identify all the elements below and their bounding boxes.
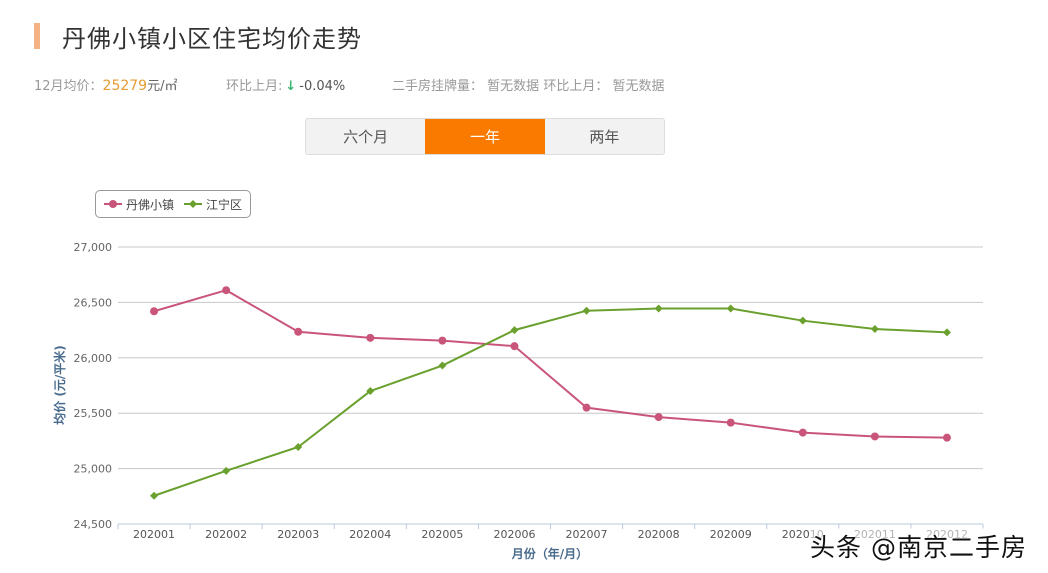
- y-tick-label: 24,500: [74, 518, 113, 531]
- diamond-marker-icon: [184, 200, 203, 208]
- data-point[interactable]: [798, 316, 807, 325]
- data-point[interactable]: [942, 328, 951, 337]
- listing-value: 暂无数据: [487, 79, 540, 94]
- data-point[interactable]: [582, 403, 591, 412]
- y-axis-title: 均价 (元/平米): [52, 345, 67, 425]
- data-point[interactable]: [222, 286, 231, 295]
- y-tick-label: 26,000: [74, 352, 113, 365]
- data-point[interactable]: [726, 418, 735, 427]
- x-tick-label: 202004: [349, 528, 391, 541]
- x-tick-label: 202001: [133, 528, 175, 541]
- mom-label: 环比上月:: [226, 79, 283, 94]
- listing-mom-value: 暂无数据: [612, 79, 665, 94]
- avg-price-label: 12月均价：: [34, 79, 103, 94]
- legend-item-danfo[interactable]: 丹佛小镇: [104, 196, 174, 213]
- y-tick-label: 25,000: [74, 463, 113, 476]
- data-point[interactable]: [726, 304, 735, 313]
- series-line: [153, 307, 948, 497]
- y-tick-label: 25,500: [74, 407, 113, 420]
- x-tick-label: 202008: [638, 528, 680, 541]
- listing-mom-label: 环比上月：: [543, 79, 609, 94]
- avg-price-unit: 元/㎡: [147, 79, 178, 94]
- tab-one-year[interactable]: 一年: [425, 119, 545, 154]
- listing-label: 二手房挂牌量：: [392, 79, 484, 94]
- avg-price-value: 25279: [102, 78, 148, 94]
- y-tick-label: 26,500: [74, 296, 113, 309]
- data-point[interactable]: [222, 466, 231, 475]
- mom-change: 环比上月: ↓ -0.04%: [226, 75, 345, 94]
- series-line: [153, 289, 947, 439]
- data-point[interactable]: [510, 342, 519, 351]
- watermark: 头条 @南京二手房: [810, 528, 1027, 564]
- mom-value: -0.04%: [299, 79, 346, 94]
- data-point[interactable]: [294, 327, 303, 336]
- data-point[interactable]: [798, 428, 807, 437]
- x-tick-label: 202009: [710, 528, 752, 541]
- period-tabs: 六个月 一年 两年: [305, 118, 665, 155]
- data-point[interactable]: [366, 333, 375, 342]
- x-tick-label: 202007: [566, 528, 608, 541]
- data-point[interactable]: [150, 307, 159, 316]
- listing-stats: 二手房挂牌量： 暂无数据 环比上月： 暂无数据: [392, 75, 664, 94]
- legend-item-jiangning[interactable]: 江宁区: [184, 196, 242, 213]
- tab-two-years[interactable]: 两年: [589, 128, 620, 146]
- data-point[interactable]: [366, 387, 375, 396]
- x-tick-label: 202006: [493, 528, 535, 541]
- data-point[interactable]: [654, 413, 663, 422]
- data-point[interactable]: [150, 491, 159, 500]
- x-tick-label: 202005: [421, 528, 463, 541]
- legend-label: 丹佛小镇: [126, 197, 175, 212]
- data-point[interactable]: [654, 304, 663, 313]
- tab-six-months[interactable]: 六个月: [343, 128, 389, 146]
- data-point[interactable]: [294, 442, 303, 451]
- stats-row: 12月均价：25279元/㎡ 环比上月: ↓ -0.04% 二手房挂牌量： 暂无数据…: [34, 75, 664, 94]
- data-point[interactable]: [870, 324, 879, 333]
- page-header: 丹佛小镇小区住宅均价走势: [34, 22, 362, 53]
- x-tick-label: 202003: [277, 528, 319, 541]
- data-point[interactable]: [942, 433, 951, 442]
- legend-label: 江宁区: [206, 197, 243, 212]
- data-point[interactable]: [438, 361, 447, 370]
- circle-marker-icon: [104, 200, 122, 208]
- title-accent-bar: [34, 23, 40, 49]
- arrow-down-icon: ↓: [285, 79, 297, 94]
- data-point[interactable]: [510, 326, 519, 335]
- data-point[interactable]: [438, 336, 447, 345]
- data-point[interactable]: [870, 432, 879, 441]
- y-tick-label: 27,000: [74, 241, 113, 254]
- data-point[interactable]: [582, 306, 591, 315]
- chart-legend: 丹佛小镇 江宁区: [95, 190, 252, 218]
- x-tick-label: 202002: [205, 528, 247, 541]
- page-title: 丹佛小镇小区住宅均价走势: [62, 24, 362, 53]
- x-axis-title: 月份（年/月）: [511, 546, 588, 561]
